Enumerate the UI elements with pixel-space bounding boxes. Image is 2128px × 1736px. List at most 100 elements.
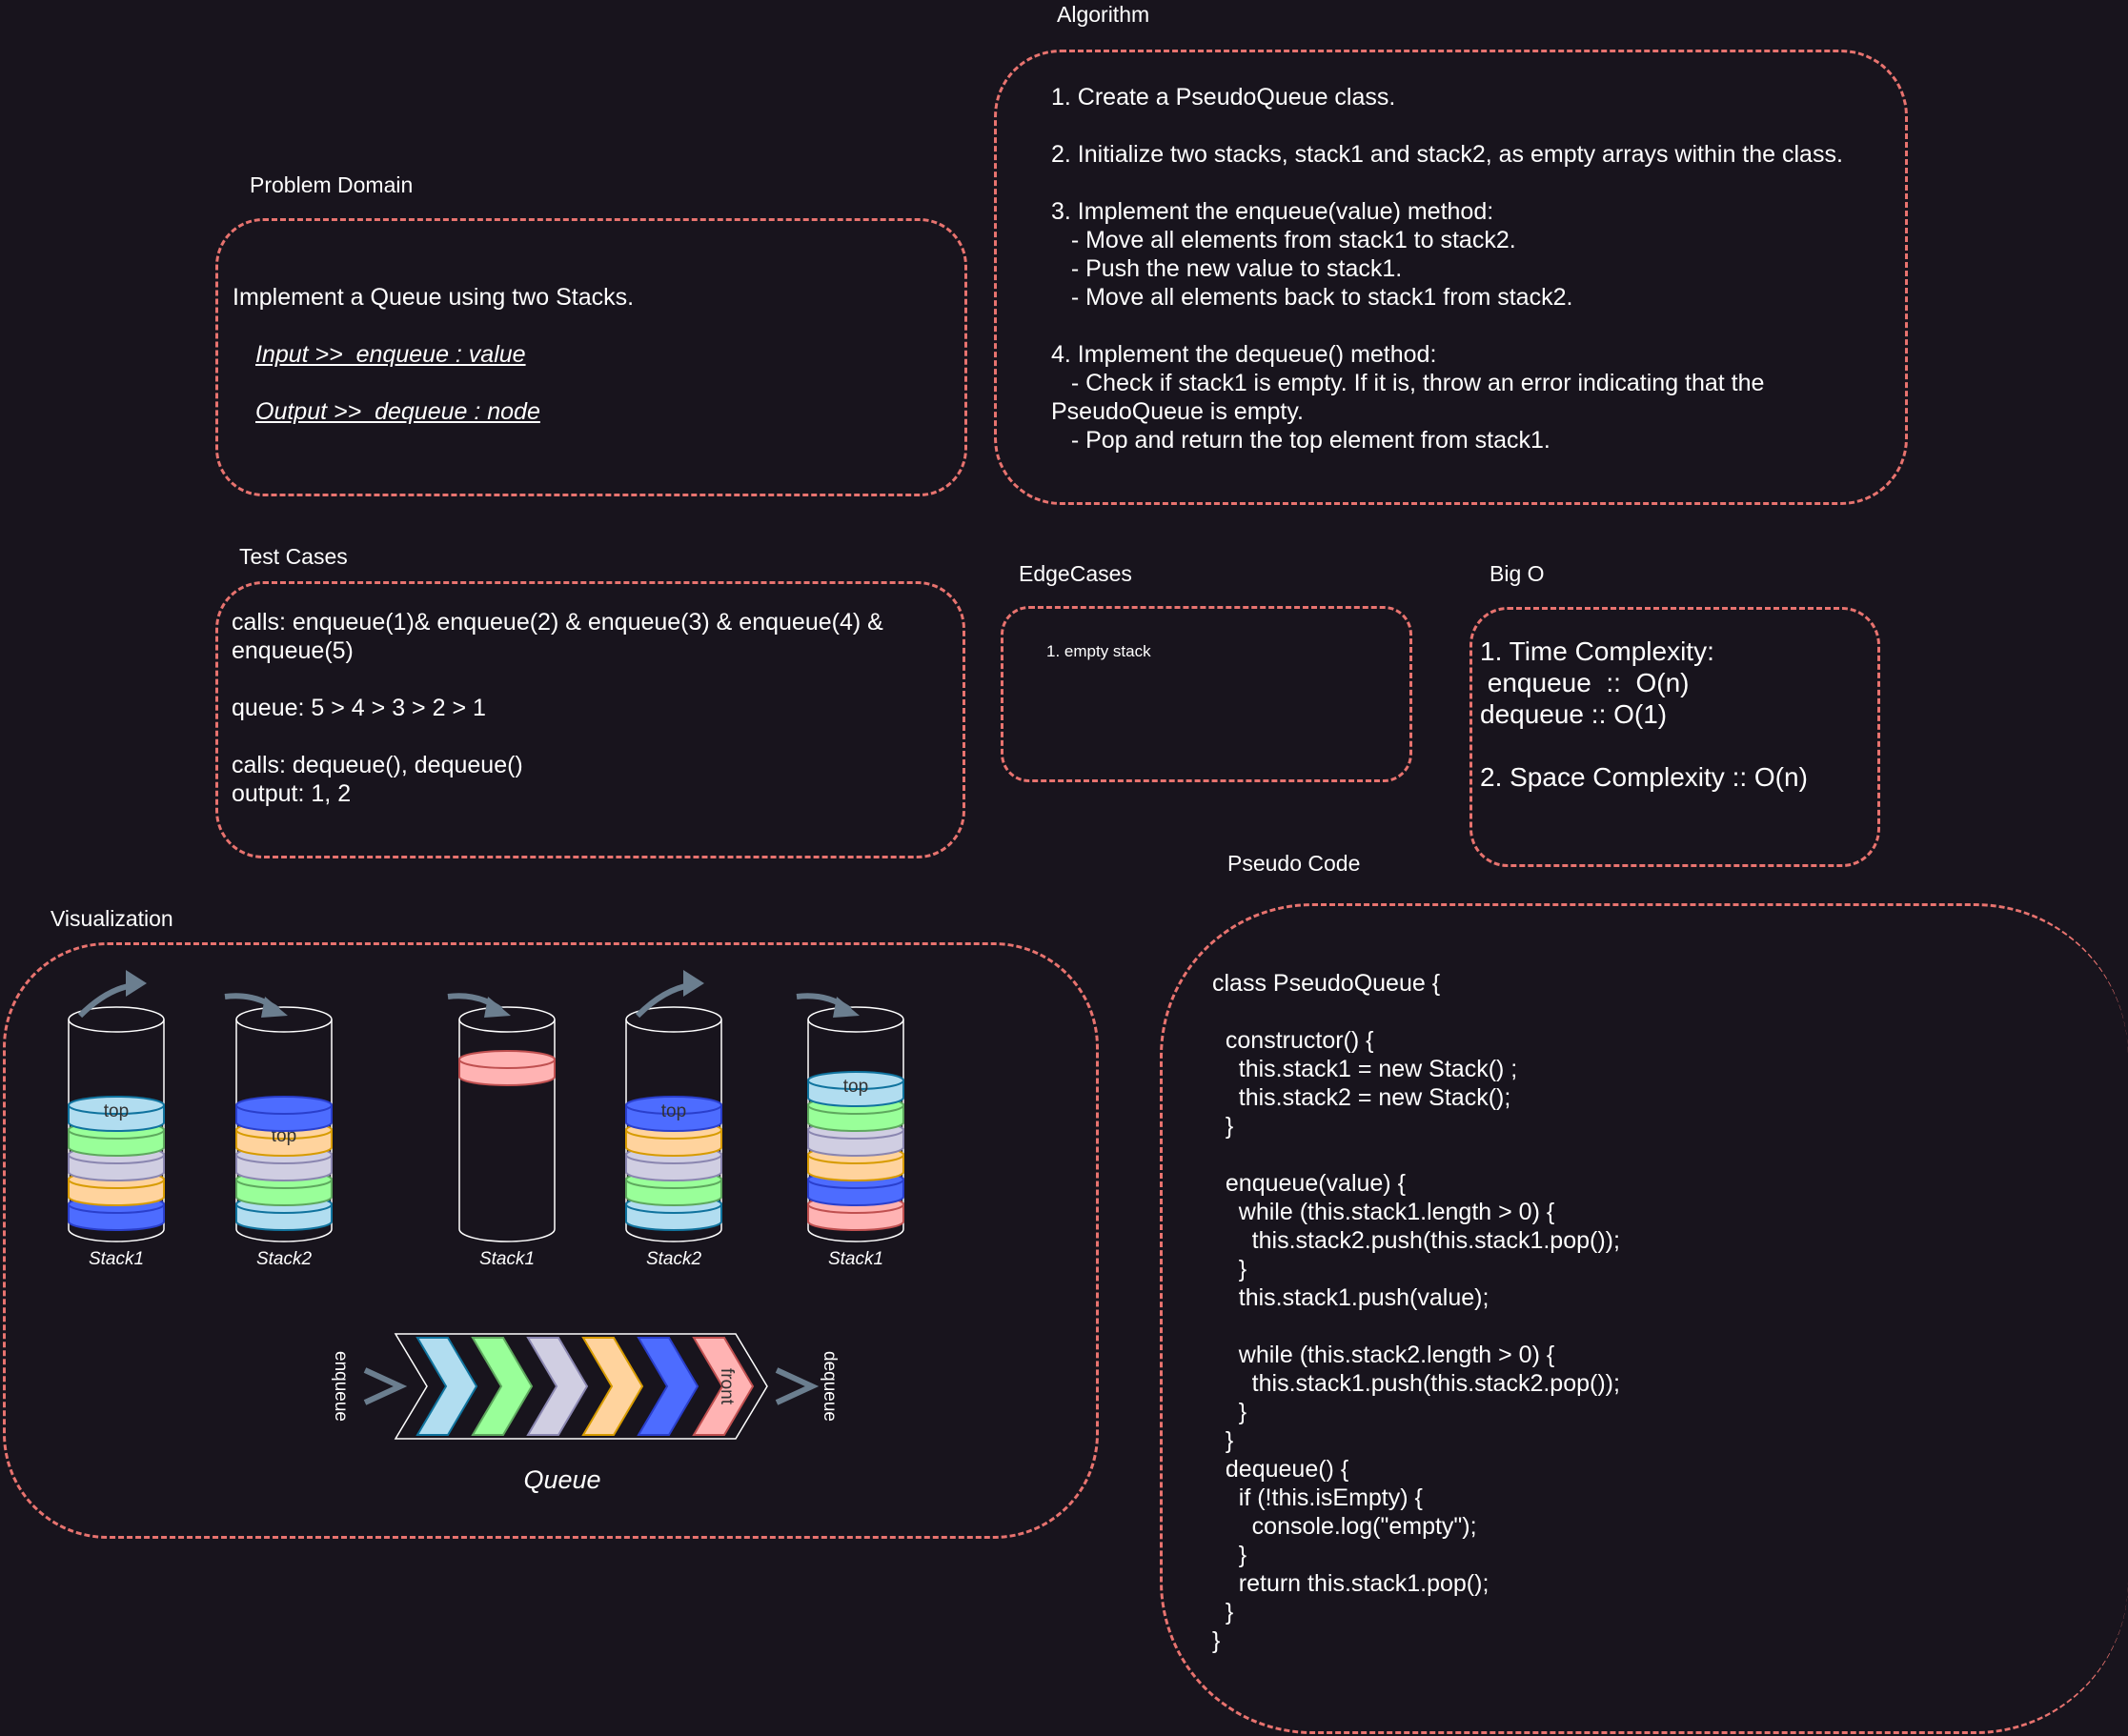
arrow-head <box>484 997 511 1018</box>
queue-item <box>471 1337 534 1436</box>
stack-top-label: top <box>661 1101 686 1121</box>
big-o-title: Big O <box>1490 561 1545 586</box>
pseudo-code-line: } <box>1212 1256 1247 1282</box>
pseudo-code-line <box>1212 998 1620 1026</box>
stack-cylinder-top <box>235 1006 333 1033</box>
dequeue-arrow <box>775 1367 820 1405</box>
stack-item-top <box>68 1096 165 1115</box>
pseudo-code-line: if (!this.isEmpty) { <box>1212 1484 1423 1511</box>
stack-cylinder <box>458 1019 556 1242</box>
big-o-box <box>1469 607 1880 867</box>
stack-cylinder <box>625 1019 722 1242</box>
test-cases-box <box>215 581 965 858</box>
pseudo-code-line: return this.stack1.pop(); <box>1212 1570 1490 1597</box>
algorithm-line: - Pop and return the top element from st… <box>1051 427 1550 454</box>
queue-item <box>415 1337 478 1436</box>
stack-cylinder-top <box>625 1006 722 1033</box>
arrow-head <box>261 997 288 1018</box>
stack-cylinder <box>235 1019 333 1242</box>
algorithm-line: - Move all elements from stack1 to stack… <box>1051 227 1516 253</box>
pseudo-code-line: } <box>1212 1399 1247 1425</box>
problem-input: Input >> enqueue : value <box>255 341 526 368</box>
edge-case-item: 1. empty stack <box>1046 642 1151 660</box>
arrow-head <box>126 970 147 997</box>
arrow-head <box>683 970 704 997</box>
stack-cylinder <box>807 1019 904 1242</box>
pseudo-code-line: this.stack1 = new Stack() ; <box>1212 1056 1518 1082</box>
big-o-text: 1. Time Complexity: enqueue :: O(n) dequ… <box>1480 636 1808 793</box>
stack-label: Stack2 <box>256 1249 313 1269</box>
problem-output: Output >> dequeue : node <box>255 398 540 425</box>
pseudo-code-line: while (this.stack1.length > 0) { <box>1212 1199 1555 1225</box>
test-cases-title: Test Cases <box>239 544 348 569</box>
test-cases-text: calls: enqueue(1)& enqueue(2) & enqueue(… <box>232 608 883 808</box>
queue-item <box>526 1337 589 1436</box>
visualization-title: Visualization <box>51 906 173 931</box>
algorithm-line <box>1051 169 1843 197</box>
algorithm-line: - Check if stack1 is empty. If it is, th… <box>1051 370 1765 396</box>
stack-item-top <box>235 1096 333 1115</box>
pseudo-code-line: } <box>1212 1627 1221 1654</box>
test-line: output: 1, 2 <box>232 780 352 807</box>
stack-cylinder-top <box>807 1006 904 1033</box>
algorithm-line: PseudoQueue is empty. <box>1051 398 1304 425</box>
stack-cylinder-top <box>458 1006 556 1033</box>
big-o-line: 1. Time Complexity: <box>1480 636 1714 666</box>
pseudo-code-line: } <box>1212 1113 1234 1140</box>
enqueue-arrow <box>363 1367 408 1405</box>
stack-label: Stack2 <box>646 1249 702 1269</box>
dequeue-label: dequeue <box>820 1351 840 1422</box>
big-o-line: enqueue :: O(n) <box>1480 668 1690 697</box>
test-line: calls: enqueue(1)& enqueue(2) & enqueue(… <box>232 609 883 636</box>
big-o-line: dequeue :: O(1) <box>1480 699 1668 729</box>
pseudo-code-box <box>1160 903 2128 1734</box>
move-out-arrow <box>635 982 692 1019</box>
pseudo-code-line: console.log("empty"); <box>1212 1513 1477 1540</box>
problem-statement: Implement a Queue using two Stacks. <box>233 284 635 311</box>
pseudo-code-line <box>1212 1312 1620 1341</box>
pseudo-code-text: class PseudoQueue { constructor() { this… <box>1212 969 1620 1655</box>
pseudo-code-line: while (this.stack2.length > 0) { <box>1212 1342 1555 1368</box>
stack-item-top <box>807 1071 904 1090</box>
stack-cylinder-top <box>68 1006 165 1033</box>
stack-item-top <box>625 1096 722 1115</box>
stack-top-label: top <box>104 1101 129 1121</box>
move-out-arrow <box>77 982 134 1019</box>
test-line: queue: 5 > 4 > 3 > 2 > 1 <box>232 695 486 721</box>
visualization-box <box>3 942 1099 1539</box>
queue-item <box>581 1337 644 1436</box>
pseudo-code-title: Pseudo Code <box>1227 851 1361 876</box>
big-o-line <box>1480 730 1808 761</box>
problem-domain-box <box>215 218 967 496</box>
queue-label: Queue <box>523 1465 600 1494</box>
stack-item-top <box>458 1050 556 1069</box>
algorithm-line: 3. Implement the enqueue(value) method: <box>1051 198 1494 225</box>
queue-outline <box>394 1333 768 1440</box>
stack-label: Stack1 <box>479 1249 535 1269</box>
algorithm-box <box>994 50 1908 505</box>
pseudo-code-line: this.stack2.push(this.stack1.pop()); <box>1212 1227 1620 1254</box>
test-line: enqueue(5) <box>232 637 354 664</box>
queue-item <box>637 1337 699 1436</box>
pseudo-code-line: this.stack1.push(value); <box>1212 1284 1490 1311</box>
algorithm-line: - Move all elements back to stack1 from … <box>1051 284 1573 311</box>
algorithm-line: 2. Initialize two stacks, stack1 and sta… <box>1051 141 1843 168</box>
enqueue-label: enqueue <box>331 1351 351 1422</box>
pseudo-code-line: enqueue(value) { <box>1212 1170 1406 1197</box>
pseudo-code-line <box>1212 1141 1620 1169</box>
problem-domain-title: Problem Domain <box>250 172 414 197</box>
stack-cylinder <box>68 1019 165 1242</box>
algorithm-line <box>1051 111 1843 140</box>
algorithm-line: 1. Create a PseudoQueue class. <box>1051 84 1396 111</box>
queue-item <box>692 1337 755 1436</box>
algorithm-steps: 1. Create a PseudoQueue class. 2. Initia… <box>1051 83 1843 454</box>
stack-top-label: top <box>843 1077 868 1097</box>
pseudo-code-line: class PseudoQueue { <box>1212 970 1441 997</box>
algorithm-title: Algorithm <box>1057 2 1150 27</box>
pseudo-code-line: } <box>1212 1599 1234 1625</box>
pseudo-code-line: } <box>1212 1427 1234 1454</box>
pseudo-code-line: this.stack2 = new Stack(); <box>1212 1084 1511 1111</box>
edge-cases-box <box>1001 606 1412 782</box>
stack-label: Stack1 <box>89 1249 144 1269</box>
